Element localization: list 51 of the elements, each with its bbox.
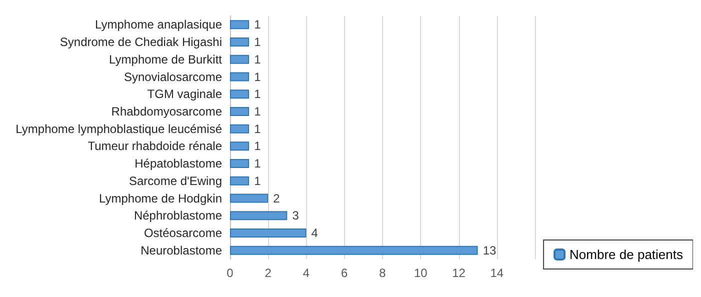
bar <box>230 228 306 238</box>
data-label: 1 <box>254 18 262 32</box>
data-label: 2 <box>273 191 280 206</box>
y-tick-label: Tumeur rhabdoide rénale <box>88 139 222 154</box>
data-label: 1 <box>254 70 262 84</box>
y-tick-label: Hépatoblastome <box>134 156 222 171</box>
y-tick-label: Synovialosarcome <box>124 70 222 84</box>
y-tick-label: Syndrome de Chediak Higashi <box>60 35 222 50</box>
y-tick-label: Lymphome lymphoblastique leucémisé <box>16 122 222 136</box>
bar <box>230 38 250 47</box>
bar <box>230 142 250 151</box>
bar <box>230 90 250 99</box>
data-label: 1 <box>254 87 262 102</box>
y-tick-label: Néphroblastome <box>134 208 222 223</box>
data-label: 1 <box>254 122 262 136</box>
data-label: 1 <box>254 35 262 50</box>
bar <box>230 124 250 134</box>
data-label: 3 <box>292 208 300 223</box>
data-label: 1 <box>254 139 262 154</box>
x-tick-label: 0 <box>226 266 234 280</box>
bar <box>230 211 288 220</box>
bar <box>230 194 268 203</box>
x-tick-label: 14 <box>490 266 504 280</box>
data-label: 13 <box>482 243 496 258</box>
bar <box>230 159 250 168</box>
bar <box>230 246 478 255</box>
x-tick-label: 6 <box>341 266 348 280</box>
y-tick-label: Rhabdomyosarcome <box>111 104 222 118</box>
y-tick-label: Ostéosarcome <box>144 226 222 240</box>
data-label: 1 <box>254 52 262 66</box>
legend-label: Nombre de patients <box>570 247 684 262</box>
data-label: 4 <box>311 226 318 240</box>
x-tick-label: 12 <box>452 266 466 280</box>
y-tick-label: Neuroblastome <box>140 243 222 258</box>
y-tick-label: Lymphome de Hodgkin <box>99 191 222 206</box>
x-tick-label: 8 <box>379 266 386 280</box>
bar <box>230 106 250 116</box>
y-tick-label: Lymphome anaplasique <box>95 18 222 32</box>
data-label: 1 <box>254 174 262 188</box>
bar <box>230 20 250 30</box>
x-tick-label: 10 <box>414 266 428 280</box>
y-tick-label: TGM vaginale <box>147 87 222 102</box>
y-tick-label: Sarcome d'Ewing <box>129 174 222 188</box>
data-label: 1 <box>254 104 262 118</box>
x-tick-label: 4 <box>302 266 310 280</box>
bar <box>230 176 250 186</box>
bar <box>230 54 250 64</box>
y-tick-label: Lymphome de Burkitt <box>109 52 223 66</box>
data-label: 1 <box>254 156 262 171</box>
bar <box>230 72 250 82</box>
x-tick-label: 2 <box>264 266 272 280</box>
